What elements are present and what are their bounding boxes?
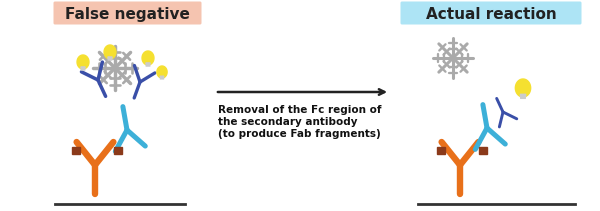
Polygon shape: [157, 66, 167, 78]
Text: (to produce Fab fragments): (to produce Fab fragments): [218, 129, 381, 139]
Text: False negative: False negative: [65, 7, 190, 22]
Polygon shape: [160, 76, 164, 79]
Bar: [437, 146, 445, 153]
Polygon shape: [104, 45, 116, 59]
Text: Actual reaction: Actual reaction: [425, 7, 556, 22]
Polygon shape: [142, 51, 154, 65]
FancyBboxPatch shape: [401, 1, 581, 24]
Text: the secondary antibody: the secondary antibody: [218, 117, 358, 127]
Polygon shape: [515, 79, 530, 97]
FancyBboxPatch shape: [53, 1, 202, 24]
Bar: [114, 146, 122, 153]
Polygon shape: [77, 55, 89, 69]
Polygon shape: [108, 57, 112, 60]
Bar: [479, 146, 487, 153]
Polygon shape: [146, 63, 150, 66]
Polygon shape: [81, 67, 85, 70]
Bar: [72, 146, 80, 153]
Text: Removal of the Fc region of: Removal of the Fc region of: [218, 105, 382, 115]
Polygon shape: [520, 94, 526, 98]
